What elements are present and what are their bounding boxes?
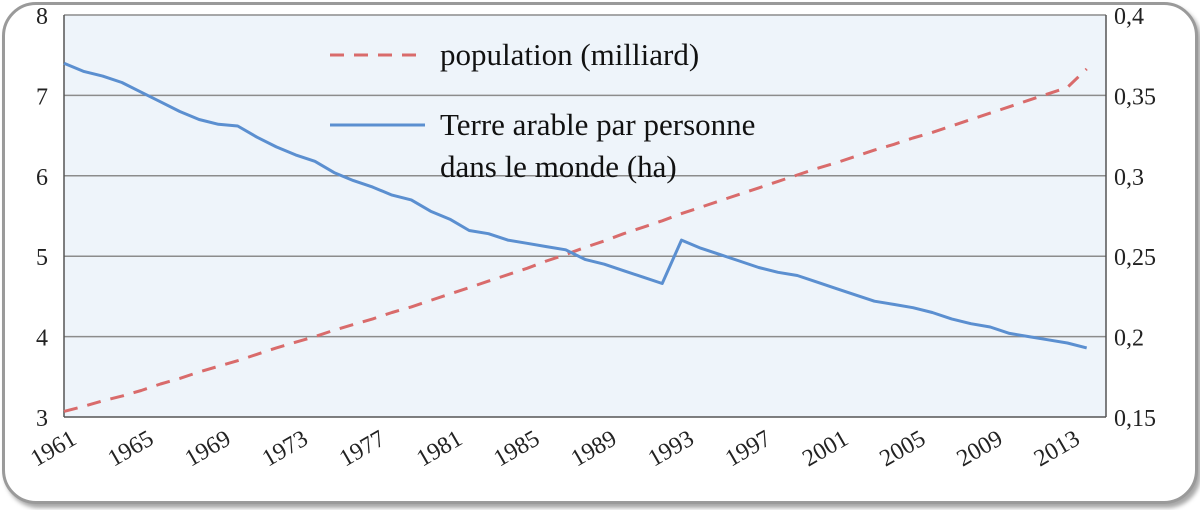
series-lines: [63, 61, 1088, 413]
x-tick-label: 1965: [104, 426, 159, 473]
x-tick-label: 1961: [26, 426, 81, 473]
y-left-tick-label: 7: [36, 84, 48, 110]
y-right-tick-label: 0,35: [1114, 84, 1156, 110]
x-tick-label: 2013: [1030, 426, 1085, 473]
legend-arable-label-line2: dans le monde (ha): [440, 149, 677, 184]
x-tick-label: 1969: [181, 426, 236, 473]
y-right-tick-label: 0,4: [1114, 4, 1144, 30]
gridlines: [64, 14, 1106, 338]
x-tick-label: 1973: [258, 426, 313, 473]
x-tick-label: 1997: [721, 426, 776, 473]
y-left-tick-label: 5: [36, 245, 48, 271]
x-tick-label: 2001: [798, 426, 853, 473]
x-tick-label: 1985: [490, 426, 545, 473]
y-right-tick-label: 0,25: [1114, 245, 1156, 271]
x-tick-label: 1981: [412, 426, 467, 473]
y-left-tick-label: 4: [36, 326, 48, 352]
y-right-tick-label: 0,2: [1114, 326, 1144, 352]
legend-arable-label-line1: Terre arable par personne: [440, 107, 755, 142]
y-right-tick-label: 0,15: [1114, 406, 1156, 432]
x-tick-label: 1993: [644, 426, 699, 473]
x-tick-label: 2009: [953, 426, 1008, 473]
y-left-tick-label: 3: [36, 406, 48, 432]
population-series-line: [63, 67, 1088, 413]
x-tick-label: 1977: [335, 426, 390, 473]
y-right-tick-label: 0,3: [1114, 165, 1144, 191]
x-tick-label: 1989: [567, 426, 622, 473]
y-left-tick-label: 6: [36, 165, 48, 191]
x-tick-label: 2005: [875, 426, 930, 473]
arable-land-series-line: [63, 61, 1088, 350]
legend: population (milliard) Terre arable par p…: [330, 37, 755, 184]
plot-area: [64, 15, 1106, 417]
y-left-tick-label: 8: [36, 4, 48, 30]
legend-population-label: population (milliard): [440, 37, 699, 72]
